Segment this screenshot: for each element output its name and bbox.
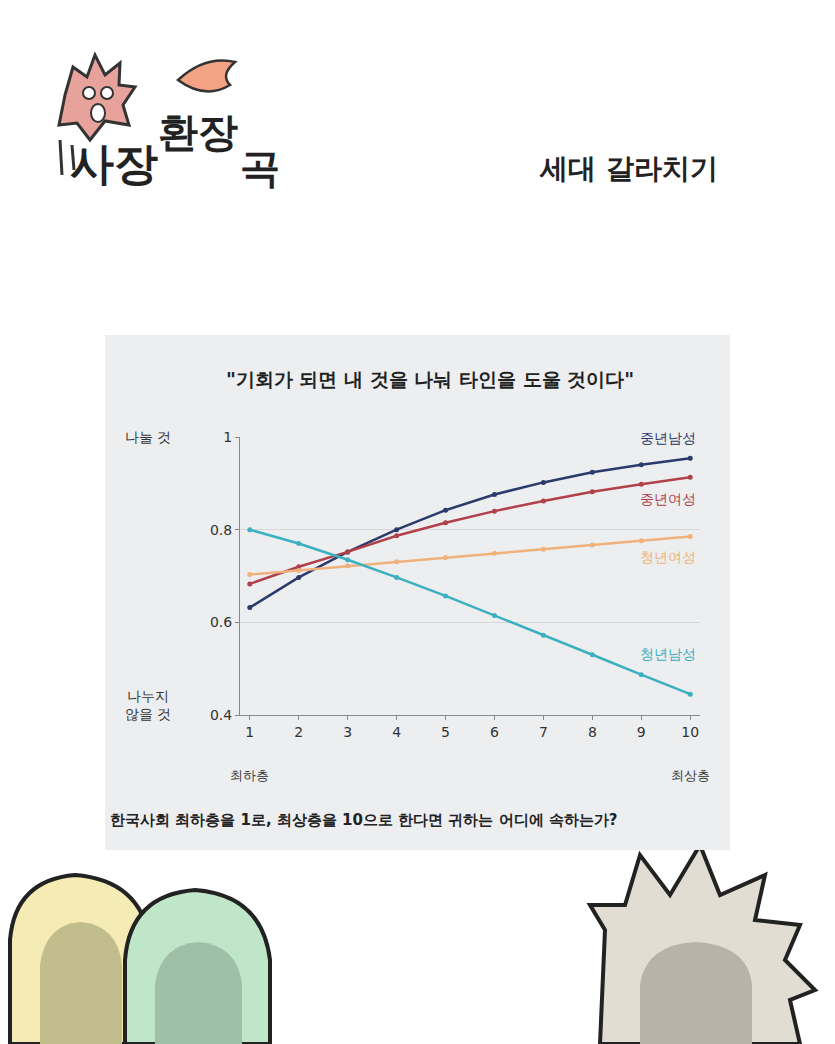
- svg-text:7: 7: [539, 724, 548, 740]
- svg-text:3: 3: [343, 724, 352, 740]
- svg-text:청년남성: 청년남성: [640, 646, 696, 662]
- svg-text:5: 5: [441, 724, 450, 740]
- svg-text:0.6: 0.6: [210, 614, 232, 630]
- svg-text:한국사회 최하층을 1로, 최상층을 10으로 한다면 귀하: 한국사회 최하층을 1로, 최상층을 10으로 한다면 귀하는 어디에 속하는가…: [110, 811, 618, 829]
- svg-text:"기회가 되면 내 것을 나눠 타인을 도울 것이다": "기회가 되면 내 것을 나눠 타인을 도울 것이다": [226, 368, 634, 390]
- html-text:사장: 사장: [70, 138, 158, 189]
- svg-text:중년여성: 중년여성: [640, 491, 696, 507]
- svg-text:0.8: 0.8: [210, 522, 232, 538]
- svg-text:나눌 것: 나눌 것: [125, 429, 171, 445]
- html-text:환장: 환장: [158, 109, 238, 155]
- svg-text:9: 9: [637, 724, 646, 740]
- svg-text:최상층: 최상층: [671, 768, 710, 783]
- svg-text:8: 8: [588, 724, 597, 740]
- svg-text:1: 1: [245, 724, 254, 740]
- svg-text:0.4: 0.4: [210, 707, 232, 723]
- svg-text:중년남성: 중년남성: [640, 430, 696, 446]
- svg-text:청년여성: 청년여성: [640, 549, 696, 565]
- html-text:세대 갈라치기: 세대 갈라치기: [540, 152, 718, 185]
- svg-text:6: 6: [490, 724, 499, 740]
- html-text:곡: 곡: [240, 145, 280, 191]
- svg-text:10: 10: [681, 724, 699, 740]
- svg-text:나누지않을 것: 나누지않을 것: [125, 688, 171, 722]
- svg-text:최하층: 최하층: [230, 768, 269, 783]
- svg-text:4: 4: [392, 724, 401, 740]
- svg-text:1: 1: [223, 429, 232, 445]
- svg-text:2: 2: [294, 724, 303, 740]
